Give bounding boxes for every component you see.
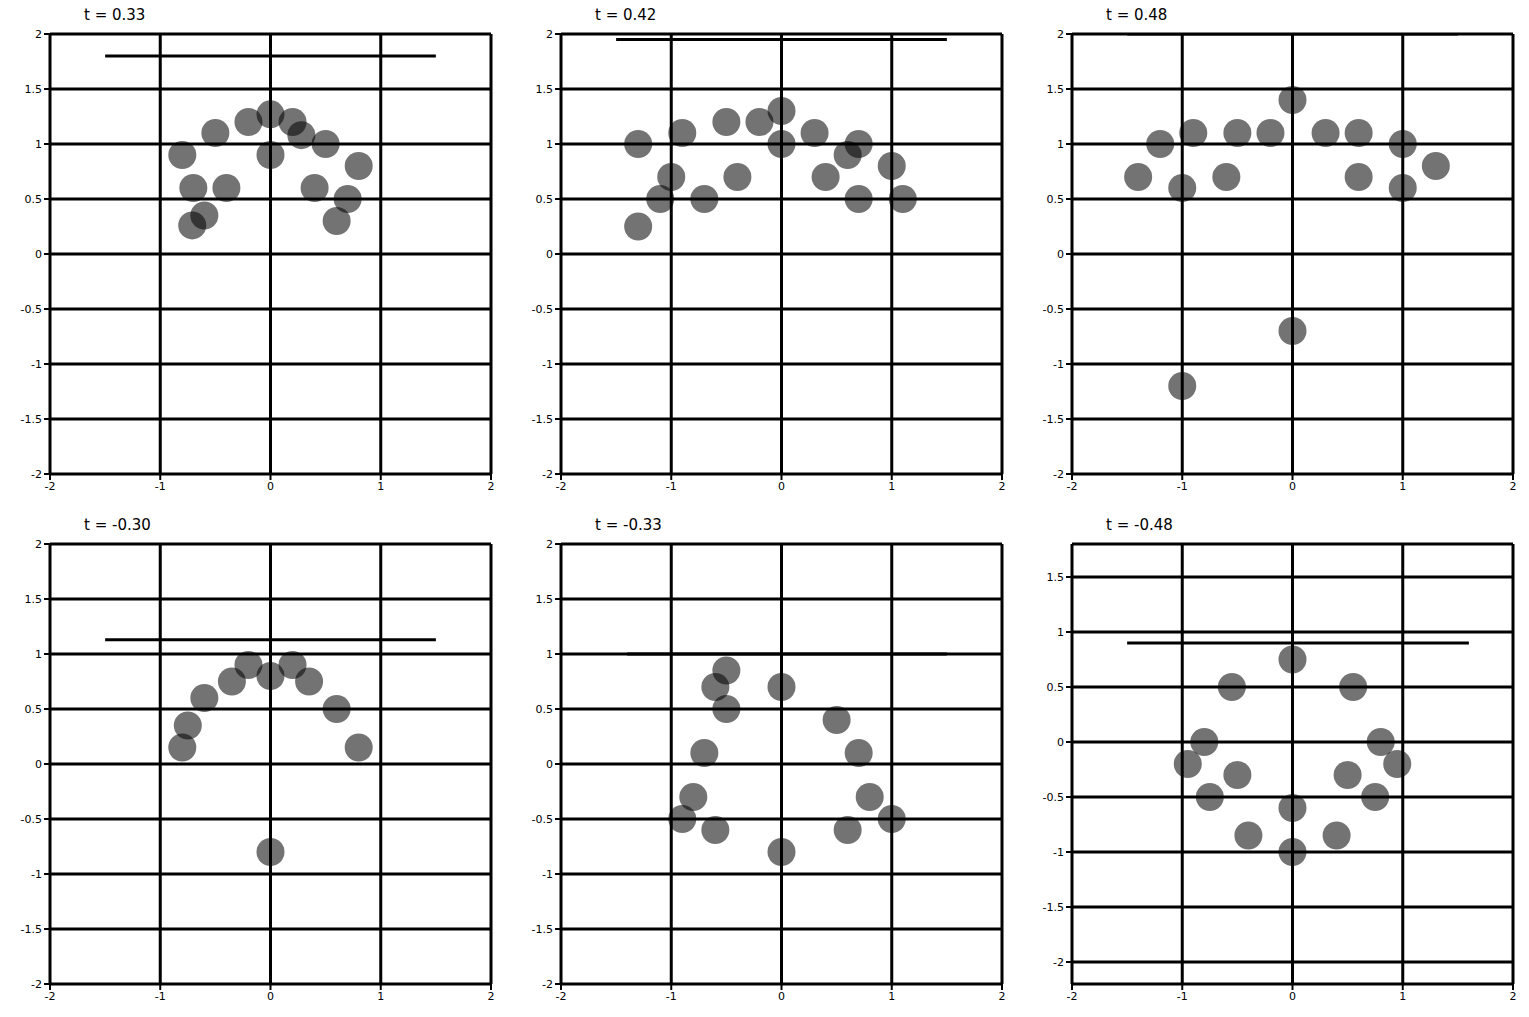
svg-text:-1.5: -1.5 <box>21 413 42 426</box>
svg-text:1.5: 1.5 <box>536 592 554 605</box>
svg-text:0.5: 0.5 <box>1047 193 1065 206</box>
svg-text:0: 0 <box>546 757 553 770</box>
svg-text:0: 0 <box>267 989 274 1002</box>
svg-text:2: 2 <box>488 989 495 1002</box>
svg-text:-2: -2 <box>31 468 42 481</box>
html-text:t = -0.33: t = -0.33 <box>595 515 662 534</box>
html-text:t = 0.48: t = 0.48 <box>1106 6 1168 24</box>
svg-text:-2: -2 <box>1067 480 1078 493</box>
svg-text:2: 2 <box>546 28 553 41</box>
svg-text:-0.5: -0.5 <box>21 812 42 825</box>
svg-text:-1: -1 <box>31 358 42 371</box>
svg-text:2: 2 <box>546 537 553 550</box>
svg-text:-2: -2 <box>1067 989 1078 1002</box>
svg-text:1: 1 <box>546 647 553 660</box>
svg-text:0.5: 0.5 <box>25 193 43 206</box>
svg-text:0.5: 0.5 <box>536 193 554 206</box>
svg-text:-0.5: -0.5 <box>1043 790 1064 803</box>
svg-text:0: 0 <box>546 248 553 261</box>
svg-text:-1.5: -1.5 <box>1043 413 1064 426</box>
svg-text:1: 1 <box>546 138 553 151</box>
svg-text:-0.5: -0.5 <box>1043 303 1064 316</box>
svg-text:-2: -2 <box>556 480 567 493</box>
svg-text:1: 1 <box>1399 480 1406 493</box>
svg-text:-1: -1 <box>542 867 553 880</box>
svg-text:0.5: 0.5 <box>536 702 554 715</box>
svg-text:-0.5: -0.5 <box>532 303 553 316</box>
svg-text:0: 0 <box>778 989 785 1002</box>
svg-text:0: 0 <box>778 480 785 493</box>
svg-text:-2: -2 <box>556 989 567 1002</box>
html-text:t = 0.33: t = 0.33 <box>84 6 146 24</box>
svg-text:2: 2 <box>35 28 42 41</box>
svg-text:0.5: 0.5 <box>1047 680 1065 693</box>
svg-text:1: 1 <box>35 138 42 151</box>
svg-text:1: 1 <box>35 647 42 660</box>
svg-text:-1: -1 <box>1053 358 1064 371</box>
svg-text:1: 1 <box>888 989 895 1002</box>
svg-text:-2: -2 <box>31 977 42 990</box>
svg-text:0: 0 <box>1289 989 1296 1002</box>
svg-text:-1: -1 <box>1177 989 1188 1002</box>
svg-text:0: 0 <box>1057 248 1064 261</box>
svg-text:2: 2 <box>488 480 495 493</box>
svg-text:-1: -1 <box>542 358 553 371</box>
svg-text:1: 1 <box>377 989 384 1002</box>
svg-text:-2: -2 <box>542 468 553 481</box>
svg-text:-1: -1 <box>1053 845 1064 858</box>
svg-text:2: 2 <box>1510 480 1517 493</box>
svg-text:-1.5: -1.5 <box>532 922 553 935</box>
svg-text:2: 2 <box>999 480 1006 493</box>
svg-text:-1: -1 <box>155 989 166 1002</box>
svg-text:-1: -1 <box>666 989 677 1002</box>
svg-text:-1: -1 <box>155 480 166 493</box>
html-text:t = -0.48: t = -0.48 <box>1106 515 1173 534</box>
svg-text:2: 2 <box>1057 28 1064 41</box>
svg-text:-1.5: -1.5 <box>1043 900 1064 913</box>
svg-text:1.5: 1.5 <box>536 83 554 96</box>
svg-text:2: 2 <box>35 537 42 550</box>
svg-text:1: 1 <box>377 480 384 493</box>
svg-text:-1: -1 <box>31 867 42 880</box>
svg-text:1.5: 1.5 <box>1047 83 1065 96</box>
svg-text:-2: -2 <box>542 977 553 990</box>
svg-text:0: 0 <box>35 248 42 261</box>
svg-text:-2: -2 <box>1053 955 1064 968</box>
svg-text:0: 0 <box>1289 480 1296 493</box>
svg-text:-1.5: -1.5 <box>21 922 42 935</box>
svg-text:2: 2 <box>999 989 1006 1002</box>
svg-text:0: 0 <box>35 757 42 770</box>
svg-text:-1: -1 <box>666 480 677 493</box>
svg-text:-1: -1 <box>1177 480 1188 493</box>
svg-text:0: 0 <box>267 480 274 493</box>
svg-text:1: 1 <box>888 480 895 493</box>
svg-text:1: 1 <box>1399 989 1406 1002</box>
svg-text:-1.5: -1.5 <box>532 413 553 426</box>
svg-text:-2: -2 <box>1053 468 1064 481</box>
svg-text:0.5: 0.5 <box>25 702 43 715</box>
svg-text:1.5: 1.5 <box>25 83 43 96</box>
svg-text:-0.5: -0.5 <box>21 303 42 316</box>
svg-text:2: 2 <box>1510 989 1517 1002</box>
html-text:t = 0.42: t = 0.42 <box>595 6 657 24</box>
svg-text:-2: -2 <box>45 480 56 493</box>
svg-text:1: 1 <box>1057 138 1064 151</box>
svg-text:-0.5: -0.5 <box>532 812 553 825</box>
svg-text:0: 0 <box>1057 735 1064 748</box>
svg-text:1.5: 1.5 <box>25 592 43 605</box>
svg-text:1: 1 <box>1057 625 1064 638</box>
svg-text:1.5: 1.5 <box>1047 570 1065 583</box>
html-text:t = -0.30: t = -0.30 <box>84 515 151 534</box>
svg-text:-2: -2 <box>45 989 56 1002</box>
